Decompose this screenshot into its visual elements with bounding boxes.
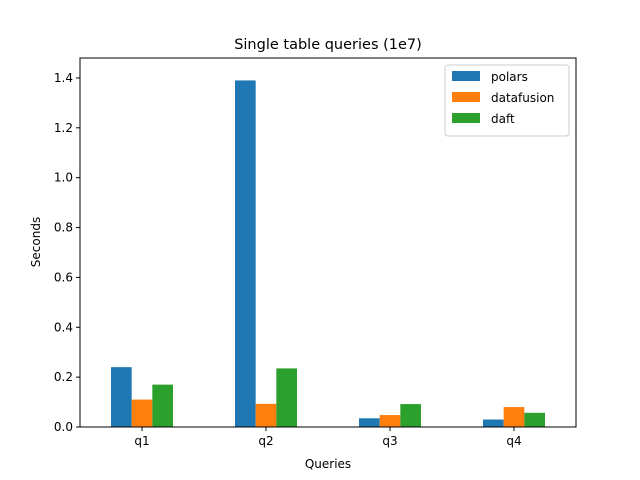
bar-polars-q2 [235,80,256,428]
bar-daft-q2 [276,368,297,427]
x-axis-ticks: q1 q2 q3 q4 [134,427,522,448]
x-tick-label: q2 [258,434,273,448]
legend-label-datafusion: datafusion [491,91,554,105]
plot-frame [79,57,577,428]
y-tick-label: 0.0 [54,420,73,434]
y-tick-label: 0.2 [54,370,73,384]
legend-swatch-datafusion [452,92,480,102]
bar-datafusion-q4 [503,407,525,427]
legend-label-daft: daft [491,112,515,126]
x-axis-label: Queries [305,457,351,471]
bar-datafusion-q1 [131,399,153,427]
y-tick-label: 0.6 [54,270,73,284]
y-tick-label: 0.8 [54,221,73,235]
legend-swatch-polars [452,71,480,81]
bar-datafusion-q2 [255,403,277,427]
bar-polars-q4 [483,419,504,427]
bars-layer [111,80,545,428]
x-tick-label: q4 [506,434,521,448]
legend-swatch-daft [452,113,480,123]
bar-polars-q3 [359,418,380,427]
bar-datafusion-q3 [379,415,401,427]
y-axis-ticks: 0.0 0.2 0.4 0.6 0.8 1.0 1.2 1.4 [54,71,80,434]
bar-daft-q1 [152,384,173,427]
bar-daft-q4 [524,412,545,427]
x-tick-label: q3 [382,434,397,448]
y-tick-label: 1.2 [54,121,73,135]
legend: polars datafusion daft [444,64,570,137]
legend-label-polars: polars [491,70,528,84]
chart-title: Single table queries (1e7) [234,37,422,53]
bar-daft-q3 [400,404,421,427]
y-tick-label: 0.4 [54,320,73,334]
y-axis-label: Seconds [29,217,43,267]
x-tick-label: q1 [134,434,149,448]
bar-polars-q1 [111,367,132,427]
y-tick-label: 1.0 [54,171,73,185]
y-tick-label: 1.4 [54,71,73,85]
